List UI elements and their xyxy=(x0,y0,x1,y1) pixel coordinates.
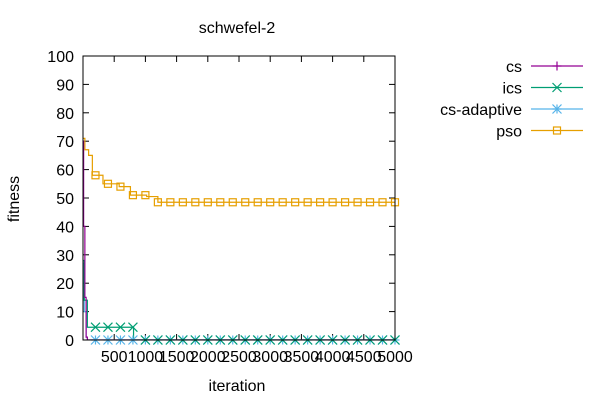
data-point-pso xyxy=(378,198,387,207)
plot-markers xyxy=(90,171,400,345)
plot-frame xyxy=(82,55,396,341)
y-tick-label: 50 xyxy=(56,191,74,208)
x-tick-label: 4000 xyxy=(315,349,351,366)
legend-marker-cs-adaptive xyxy=(552,104,562,114)
data-point-pso xyxy=(153,198,162,207)
legend-label: ics xyxy=(502,81,522,98)
data-point-pso xyxy=(241,198,250,207)
data-point-pso xyxy=(141,191,150,200)
data-point-pso xyxy=(178,198,187,207)
data-point-pso xyxy=(340,198,350,207)
y-tick-label: 10 xyxy=(56,305,74,322)
y-axis: 0 10 20 30 40 50 60 70 80 90 100 xyxy=(47,49,395,350)
y-tick-label: 60 xyxy=(56,163,74,180)
data-point-pso xyxy=(191,198,200,207)
data-point-ics xyxy=(103,322,113,333)
y-tick-label: 80 xyxy=(56,106,74,123)
data-point-pso xyxy=(291,198,300,207)
x-tick-label: 3500 xyxy=(284,349,320,366)
data-point-pso xyxy=(103,179,113,188)
y-tick-label: 100 xyxy=(47,49,74,66)
y-tick-label: 0 xyxy=(65,333,74,350)
y-tick-label: 20 xyxy=(56,276,74,293)
x-tick-label: 1000 xyxy=(128,349,164,366)
data-point-pso xyxy=(316,198,325,207)
legend-marker-cs xyxy=(552,61,562,71)
data-point-pso xyxy=(116,182,125,191)
y-tick-label: 70 xyxy=(56,134,74,151)
data-point-ics xyxy=(127,322,138,333)
series-line-ics xyxy=(83,259,395,340)
series-line-cs-adaptive xyxy=(83,262,395,340)
x-tick-label: 5000 xyxy=(377,349,413,366)
data-point-pso xyxy=(278,198,287,207)
data-point-pso xyxy=(266,198,275,207)
legend: cs ics cs-adaptive pso xyxy=(440,59,583,141)
legend-label: pso xyxy=(496,124,522,141)
x-tick-label: 1500 xyxy=(159,349,195,366)
plot-series xyxy=(83,137,395,340)
data-point-pso xyxy=(128,191,138,200)
x-axis-label: iteration xyxy=(209,378,266,395)
y-tick-label: 30 xyxy=(56,248,74,265)
legend-label: cs-adaptive xyxy=(440,102,522,119)
x-tick-label: 500 xyxy=(101,349,128,366)
data-point-pso xyxy=(328,198,337,207)
y-axis-label: fitness xyxy=(6,176,23,222)
y-tick-label: 90 xyxy=(56,77,74,94)
legend-label: cs xyxy=(506,59,522,76)
data-point-pso xyxy=(203,198,212,207)
x-tick-label: 3000 xyxy=(252,349,288,366)
series-line-cs xyxy=(83,140,395,340)
data-point-pso xyxy=(353,198,362,207)
y-tick-label: 40 xyxy=(56,219,74,236)
data-point-pso xyxy=(228,198,237,207)
data-point-pso xyxy=(365,198,375,207)
data-point-pso xyxy=(303,198,312,207)
data-point-pso xyxy=(253,198,262,207)
data-point-pso xyxy=(216,198,225,207)
legend-marker-ics xyxy=(552,82,562,93)
data-point-pso xyxy=(91,171,100,180)
chart-title: schwefel-2 xyxy=(199,20,276,37)
legend-marker-pso xyxy=(552,126,562,135)
data-point-ics xyxy=(90,322,101,333)
data-point-pso xyxy=(166,198,175,207)
x-tick-label: 2000 xyxy=(190,349,226,366)
data-point-ics xyxy=(115,322,126,333)
x-tick-label: 4500 xyxy=(346,349,382,366)
x-tick-label: 2500 xyxy=(221,349,257,366)
